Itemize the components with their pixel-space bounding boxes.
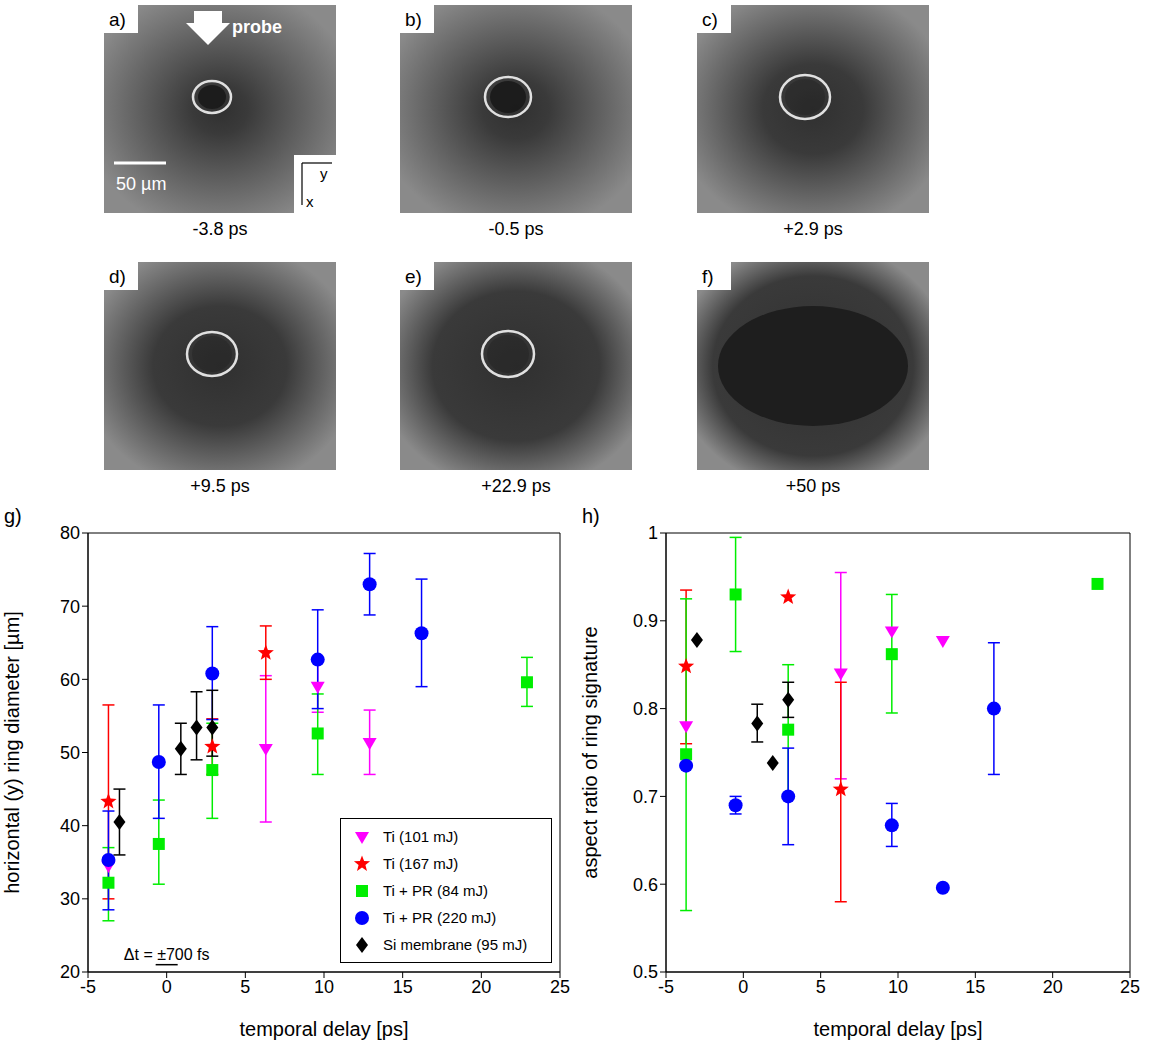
html-text:+9.5 ps: +9.5 ps (190, 476, 250, 496)
svg-text:e): e) (405, 266, 422, 287)
html-text:Ti (101 mJ): Ti (101 mJ) (383, 828, 459, 845)
svg-text:0.6: 0.6 (633, 875, 658, 895)
svg-text:aspect ratio of ring signature: aspect ratio of ring signature (579, 626, 601, 878)
svg-text:10: 10 (314, 977, 334, 997)
svg-text:b): b) (405, 9, 422, 30)
html-text:Si membrane (95 mJ): Si membrane (95 mJ) (383, 936, 528, 953)
svg-text:30: 30 (60, 889, 80, 909)
svg-text:60: 60 (60, 670, 80, 690)
svg-text:15: 15 (393, 977, 413, 997)
svg-text:Δt = ±700 fs: Δt = ±700 fs (124, 946, 210, 963)
svg-text:temporal delay [ps]: temporal delay [ps] (240, 1018, 409, 1040)
svg-text:0: 0 (162, 977, 172, 997)
svg-text:70: 70 (60, 597, 80, 617)
svg-text:a): a) (109, 9, 126, 30)
svg-text:0.7: 0.7 (633, 787, 658, 807)
svg-text:-5: -5 (658, 977, 674, 997)
html-text:-0.5 ps: -0.5 ps (488, 219, 544, 239)
svg-text:5: 5 (816, 977, 826, 997)
svg-text:0.5: 0.5 (633, 962, 658, 982)
svg-text:y: y (320, 165, 328, 182)
html-text:Ti (167 mJ): Ti (167 mJ) (383, 855, 459, 872)
svg-text:40: 40 (60, 816, 80, 836)
svg-text:1: 1 (648, 523, 658, 543)
svg-text:x: x (306, 193, 314, 210)
html-text:+2.9 ps: +2.9 ps (783, 219, 843, 239)
svg-text:80: 80 (60, 523, 80, 543)
svg-text:10: 10 (888, 977, 908, 997)
svg-text:horizontal (y) ring diameter [: horizontal (y) ring diameter [µm] (1, 611, 23, 894)
html-text:Ti + PR (84 mJ): Ti + PR (84 mJ) (383, 882, 488, 899)
html-text:h): h) (582, 505, 600, 527)
svg-text:15: 15 (965, 977, 985, 997)
html-text:+50 ps: +50 ps (785, 476, 841, 496)
html-text:Ti + PR (220 mJ): Ti + PR (220 mJ) (383, 909, 497, 926)
svg-text:0.8: 0.8 (633, 699, 658, 719)
svg-text:20: 20 (471, 977, 491, 997)
svg-text:f): f) (702, 266, 714, 287)
html-text:g): g) (4, 505, 22, 527)
svg-text:50 µm: 50 µm (116, 174, 166, 194)
svg-text:25: 25 (550, 977, 570, 997)
svg-text:-5: -5 (80, 977, 96, 997)
svg-text:probe: probe (232, 17, 282, 37)
html-text:+22.9 ps: +22.9 ps (481, 476, 551, 496)
svg-text:50: 50 (60, 743, 80, 763)
svg-text:20: 20 (60, 962, 80, 982)
svg-text:d): d) (109, 266, 126, 287)
svg-text:0.9: 0.9 (633, 611, 658, 631)
svg-text:25: 25 (1120, 977, 1140, 997)
svg-text:temporal delay [ps]: temporal delay [ps] (814, 1018, 983, 1040)
svg-text:0: 0 (738, 977, 748, 997)
svg-text:5: 5 (240, 977, 250, 997)
html-text:-3.8 ps: -3.8 ps (192, 219, 248, 239)
svg-text:c): c) (702, 9, 718, 30)
svg-text:20: 20 (1043, 977, 1063, 997)
